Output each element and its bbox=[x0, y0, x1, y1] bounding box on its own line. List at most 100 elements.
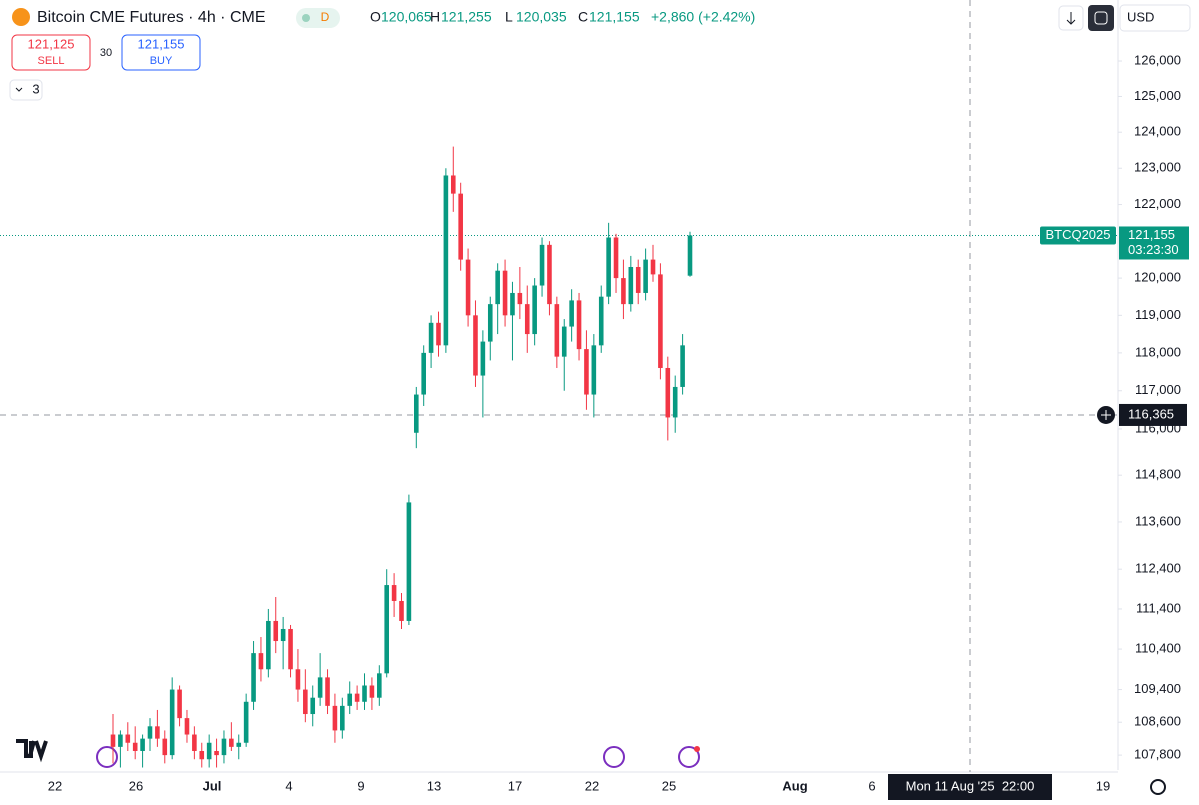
candle-body bbox=[561, 326, 567, 357]
candle-body bbox=[295, 669, 301, 690]
x-tick-label: 6 bbox=[868, 778, 875, 793]
event-icons bbox=[96, 746, 700, 768]
candle-body bbox=[140, 738, 145, 751]
x-tick-label: 9 bbox=[357, 778, 364, 793]
candle-body bbox=[377, 673, 382, 698]
event-dot bbox=[694, 746, 700, 752]
chevron bbox=[15, 87, 23, 92]
candle-body bbox=[465, 259, 471, 316]
candle-body bbox=[628, 266, 634, 305]
badge bbox=[296, 8, 340, 28]
settings-icon[interactable] bbox=[1150, 779, 1166, 795]
crosshair-time-tag bbox=[888, 774, 1052, 800]
event-icon[interactable] bbox=[96, 746, 118, 768]
candle-body bbox=[643, 259, 648, 293]
symbol-label: BTCQ2025 bbox=[1045, 227, 1110, 242]
candle-body bbox=[480, 341, 486, 376]
indicators-toggle[interactable] bbox=[9, 79, 43, 101]
event-icon[interactable] bbox=[678, 746, 700, 768]
x-tick-label: 17 bbox=[508, 778, 522, 793]
event-icon[interactable] bbox=[603, 746, 625, 768]
candle-body bbox=[524, 304, 530, 335]
candle-body bbox=[384, 585, 390, 674]
candle-body bbox=[243, 701, 249, 743]
candle-body bbox=[421, 352, 426, 395]
y-tick-label: 123,000 bbox=[1134, 160, 1181, 175]
candle-body bbox=[192, 734, 197, 751]
y-tick-label: 118,000 bbox=[1135, 344, 1181, 359]
arrow-icon bbox=[1066, 12, 1076, 25]
x-tick-label: 22 bbox=[48, 778, 62, 793]
last-price-label: 121,155 bbox=[1128, 227, 1175, 242]
y-tick-label: 125,000 bbox=[1134, 88, 1181, 103]
candle-body bbox=[369, 685, 375, 698]
countdown: 03:23:30 bbox=[1128, 242, 1179, 257]
buy-button[interactable] bbox=[121, 34, 201, 71]
x-tick-label: 19 bbox=[1096, 778, 1110, 793]
candle-body bbox=[517, 292, 523, 305]
y-tick-label: 126,000 bbox=[1134, 52, 1181, 67]
crosshair-price: 116,365 bbox=[1128, 406, 1174, 421]
currency-select[interactable] bbox=[1119, 4, 1191, 32]
crosshair-price-tag bbox=[1119, 403, 1187, 426]
ohlc-value: 120,065 bbox=[381, 9, 432, 25]
last-price-tag bbox=[1119, 226, 1189, 260]
candle-body bbox=[502, 270, 508, 316]
candle-body bbox=[473, 315, 478, 376]
y-tick-label: 111,400 bbox=[1136, 600, 1181, 615]
sell-button[interactable] bbox=[11, 34, 91, 71]
candle-body bbox=[635, 266, 641, 293]
candle-body bbox=[199, 750, 205, 760]
candle-body bbox=[576, 300, 582, 350]
candle-body bbox=[539, 244, 545, 286]
indicators-count: 3 bbox=[32, 81, 39, 96]
candle-body bbox=[214, 750, 219, 756]
spread: 30 bbox=[100, 47, 112, 59]
crosshair-time: Mon 11 Aug '25 22:00 bbox=[906, 778, 1035, 793]
y-tick-label: 110,400 bbox=[1135, 641, 1181, 656]
y-tick-label: 108,600 bbox=[1134, 714, 1181, 729]
x-tick-label: 13 bbox=[427, 778, 441, 793]
candle-body bbox=[155, 726, 160, 739]
candle-body bbox=[317, 677, 323, 698]
candle-body bbox=[510, 292, 515, 316]
y-tick-label: 112,400 bbox=[1135, 561, 1181, 576]
candle-body bbox=[613, 237, 619, 279]
candle-body bbox=[118, 734, 123, 747]
candle-body bbox=[554, 304, 560, 357]
candle-body bbox=[125, 734, 131, 743]
ohlc-value: 121,155 bbox=[589, 9, 640, 25]
candle-body bbox=[598, 296, 604, 346]
candle-body bbox=[362, 685, 367, 702]
candle-body bbox=[132, 742, 138, 751]
candle-body bbox=[236, 742, 242, 747]
candle-body bbox=[147, 726, 153, 739]
candle-body bbox=[347, 693, 353, 706]
candle-body bbox=[621, 278, 626, 305]
ohlc-key: O bbox=[370, 9, 381, 25]
candle-body bbox=[177, 689, 182, 719]
badge-dot bbox=[302, 14, 310, 22]
y-tick-label: 117,000 bbox=[1135, 382, 1181, 397]
badge-text: D bbox=[321, 10, 330, 24]
x-tick-label: 25 bbox=[662, 778, 676, 793]
candle-body bbox=[532, 285, 537, 335]
candle-body bbox=[591, 345, 597, 395]
plus-icon bbox=[1101, 409, 1111, 420]
candle-body bbox=[340, 705, 345, 731]
candle-body bbox=[450, 175, 456, 194]
candle-body bbox=[665, 367, 671, 418]
ohlc-key: L bbox=[505, 9, 513, 25]
y-tick-label: 107,800 bbox=[1134, 747, 1181, 762]
ohlc-value: 120,035 bbox=[516, 9, 567, 25]
candle-body bbox=[251, 653, 256, 702]
y-tick-label: 113,600 bbox=[1135, 513, 1181, 528]
fullscreen-button[interactable] bbox=[1088, 5, 1114, 31]
currency: USD bbox=[1127, 9, 1154, 24]
candle-body bbox=[258, 653, 264, 670]
candle-body bbox=[650, 259, 656, 275]
x-tick-label: Jul bbox=[203, 778, 222, 793]
